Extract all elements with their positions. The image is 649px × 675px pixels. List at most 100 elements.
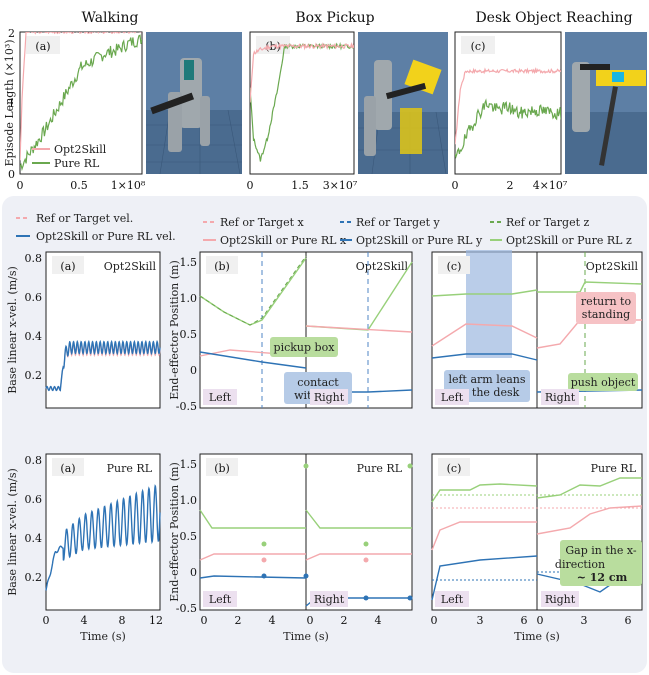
ytick-2: 2 [8, 27, 15, 40]
legend-row2: Ref or Target vel. Opt2Skill or Pure RL … [16, 212, 632, 247]
panel-tag: (a) [60, 260, 75, 273]
row1-panel-b: 0 1.5 3×10⁷ (b) [247, 31, 358, 192]
panel-tag: (b) [214, 260, 230, 273]
row2-panel-c: (c) Opt2Skill return to standing push ob… [431, 250, 643, 409]
panel-name: Opt2Skill [356, 260, 409, 273]
ytick: 0.5 [180, 328, 198, 341]
xtick-b0: 0 [247, 179, 254, 192]
panel-tag: (a) [35, 40, 50, 53]
legend-ref-y: Ref or Target y [356, 216, 441, 229]
series-opt2skill [455, 67, 561, 145]
ytick-0: 0 [8, 168, 15, 181]
annotation-push: push object [571, 376, 636, 389]
left-tag: Left [441, 593, 464, 606]
xtick: 3 [477, 614, 484, 627]
xtick: 12 [149, 614, 163, 627]
annotation-box [270, 337, 338, 357]
render-box-pickup [358, 32, 448, 175]
xtick-c0: 0 [452, 179, 459, 192]
row2-panel-b: End-effector Position (m) -0.5 0 0.5 1.0… [168, 251, 413, 413]
xtick: 3 [581, 614, 588, 627]
xtick: 0 [431, 614, 438, 627]
annotation-desk: on the desk [455, 386, 520, 399]
ytick: -0.5 [176, 400, 197, 413]
annotation-left-arm: left arm leans [448, 373, 525, 386]
row3-panel-c: 0 3 6 0 3 6 Time (s) (c) Pure RL Gap in … [431, 453, 643, 643]
annotation-direction: direction [555, 558, 605, 571]
panel-tag: (c) [447, 260, 462, 273]
xtick-a2: 1×10⁸ [111, 179, 146, 192]
title-box-pickup: Box Pickup [295, 10, 374, 26]
xlabel: Time (s) [80, 630, 126, 643]
xtick: 0 [43, 614, 50, 627]
legend-ref-vel: Ref or Target vel. [36, 212, 133, 225]
xtick-a1: 0.5 [70, 179, 88, 192]
render-desk-reaching [565, 32, 647, 174]
xtick: 6 [625, 614, 632, 627]
panel-name: Pure RL [107, 462, 153, 475]
annotation-standing: standing [582, 308, 630, 321]
ytick: 1.5 [180, 256, 198, 269]
annotation-return: return to [581, 295, 632, 308]
annotation-gap: Gap in the x- [565, 544, 637, 557]
panel-name: Pure RL [357, 462, 403, 475]
xtick-c2: 4×10⁷ [533, 179, 568, 192]
legend-policy-z: Opt2Skill or Pure RL z [506, 234, 632, 247]
series-opt2skill [250, 41, 354, 103]
xtick-a0: 0 [17, 179, 24, 192]
left-tag: Left [441, 391, 464, 404]
legend-ref-z: Ref or Target z [506, 216, 590, 229]
legend-ref-x: Ref or Target x [220, 216, 305, 229]
title-desk-reaching: Desk Object Reaching [475, 10, 632, 26]
ytick-1: 1 [8, 97, 15, 110]
ytick: 0.8 [25, 454, 43, 467]
ytick: 0.4 [25, 330, 43, 343]
legend-policy-x: Opt2Skill or Pure RL x [220, 234, 347, 247]
xtick: 6 [521, 614, 528, 627]
row1-ylabel: Episode Length (×10³) [3, 39, 16, 166]
right-tag: Right [314, 391, 345, 404]
xlabel: Time (s) [514, 630, 560, 643]
panel-tag: (a) [60, 462, 75, 475]
ytick: 0.6 [25, 291, 43, 304]
right-tag: Right [314, 593, 345, 606]
series-opt2skill [20, 32, 142, 161]
xtick-b2: 3×10⁷ [323, 179, 358, 192]
ylabel: Base linear x-vel. (m/s) [6, 266, 19, 394]
xtick: 4 [375, 614, 382, 627]
series-pure-rl [20, 34, 142, 172]
panel-name: Pure RL [591, 462, 637, 475]
ytick: 0.8 [25, 252, 43, 265]
title-walking: Walking [82, 10, 139, 26]
panel-name: Opt2Skill [104, 260, 157, 273]
ytick: 0.2 [25, 369, 43, 382]
ylabel: Base linear x-vel. (m/s) [6, 468, 19, 596]
annotation-12cm: ~ 12 cm [577, 571, 628, 584]
legend-opt2skill: Opt2Skill [54, 143, 107, 156]
right-tag: Right [545, 593, 576, 606]
legend-policy-vel: Opt2Skill or Pure RL vel. [36, 230, 176, 243]
xtick: 4 [81, 614, 88, 627]
xtick: 0 [307, 614, 314, 627]
panel-name: Opt2Skill [586, 260, 639, 273]
ytick: 1.0 [180, 494, 198, 507]
ytick: 0.5 [180, 530, 198, 543]
render-walking [146, 32, 242, 175]
row1-panel-c: 0 2 4×10⁷ (c) [452, 31, 568, 192]
tag-bg [26, 36, 60, 54]
row3-panel-b: End-effector Position (m) -0.5 0 0.5 1.0… [168, 453, 413, 643]
left-tag: Left [209, 593, 232, 606]
row2-panel-a: Base linear x-vel. (m/s) 0.2 0.4 0.6 0.8… [6, 251, 161, 409]
ytick: 1.5 [180, 458, 198, 471]
left-tag: Left [209, 391, 232, 404]
ytick: 0 [190, 364, 197, 377]
xtick: 2 [341, 614, 348, 627]
xtick: 2 [235, 614, 242, 627]
annotation-contact: contact [297, 376, 339, 389]
legend-pure-rl: Pure RL [54, 157, 100, 170]
right-tag: Right [545, 391, 576, 404]
ylabel: End-effector Position (m) [168, 462, 181, 602]
xtick: 4 [269, 614, 276, 627]
